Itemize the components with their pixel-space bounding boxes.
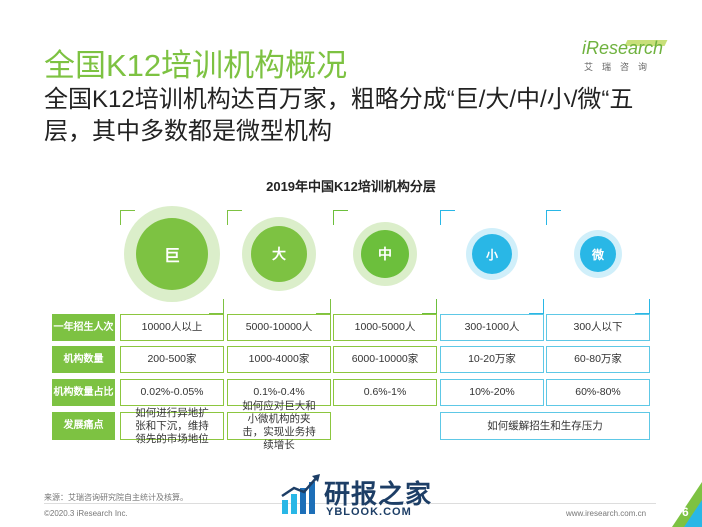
row-label: 机构数量 <box>52 346 115 373</box>
footer-source: 来源：艾瑞咨询研究院自主统计及核算。 <box>44 493 188 502</box>
page-title: 全国K12培训机构概况 <box>44 48 348 83</box>
table-cell: 300人以下 <box>546 314 650 341</box>
footer-url: www.iresearch.com.cn <box>566 509 647 518</box>
table-cell: 200-500家 <box>120 346 224 373</box>
tier-column: 中 <box>333 210 437 314</box>
tier-circle: 大 <box>251 226 307 282</box>
table-cell: 10%-20% <box>440 379 544 406</box>
tier-circle: 巨 <box>136 218 208 290</box>
table-cell: 60%-80% <box>546 379 650 406</box>
tier-column: 小 <box>440 210 544 314</box>
watermark-text: 研报之家 <box>324 479 433 509</box>
brand-name-i: i <box>582 38 586 58</box>
tier-bracket <box>440 210 455 225</box>
tier-circle: 微 <box>580 236 616 272</box>
table-cell: 如何缓解招生和生存压力 <box>440 412 650 440</box>
footer-copyright: ©2020.3 iResearch Inc. <box>44 509 128 518</box>
table-cell: 如何进行异地扩张和下沉，维持领先的市场地位 <box>120 407 224 445</box>
tier-circle: 小 <box>472 234 512 274</box>
tier-bracket <box>227 210 242 225</box>
brand-subtitle: 艾瑞咨询 <box>584 62 657 72</box>
tier-bracket <box>422 299 437 314</box>
table-cell: 1000-4000家 <box>227 346 331 373</box>
row-label: 发展痛点 <box>52 412 115 440</box>
tier-bracket <box>316 299 331 314</box>
tier-bracket <box>120 210 135 225</box>
table-cell: 60-80万家 <box>546 346 650 373</box>
table-cell: 0.6%-1% <box>333 379 437 406</box>
table-cell: 6000-10000家 <box>333 346 437 373</box>
tier-column: 微 <box>546 210 650 314</box>
tier-bracket <box>635 299 650 314</box>
iresearch-logo: iResearch 艾瑞咨询 <box>582 38 672 73</box>
tier-bracket <box>209 299 224 314</box>
page-subtitle: 全国K12培训机构达百万家，粗略分成“巨/大/中/小/微“五层，其中多数都是微型… <box>44 86 634 145</box>
row-label: 机构数量占比 <box>52 379 115 406</box>
tier-column: 巨 <box>120 210 224 314</box>
chart-title: 2019年中国K12培训机构分层 <box>266 179 436 194</box>
table-cell: 10000人以上 <box>120 314 224 341</box>
table-cell: 0.02%-0.05% <box>120 379 224 406</box>
table-cell: 如何应对巨大和小微机构的夹击，实现业务持续增长 <box>227 400 331 451</box>
table-cell: 10-20万家 <box>440 346 544 373</box>
watermark: 研报之家 YBLOOK.COM <box>278 472 438 520</box>
tier-column: 大 <box>227 210 331 314</box>
page-number: 6 <box>682 505 689 519</box>
footer-divider <box>44 503 656 504</box>
row-label: 一年招生人次 <box>52 314 115 341</box>
tier-bracket <box>529 299 544 314</box>
table-cell: 0.1%-0.4% <box>227 379 331 406</box>
table-cell: 5000-10000人 <box>227 314 331 341</box>
watermark-url: YBLOOK.COM <box>326 506 412 518</box>
tier-circle: 中 <box>361 230 409 278</box>
brand-name-rest: Research <box>586 38 664 58</box>
tier-bracket <box>546 210 561 225</box>
watermark-chart-icon <box>281 474 320 514</box>
tier-bracket <box>333 210 348 225</box>
table-cell: 1000-5000人 <box>333 314 437 341</box>
table-cell: 300-1000人 <box>440 314 544 341</box>
